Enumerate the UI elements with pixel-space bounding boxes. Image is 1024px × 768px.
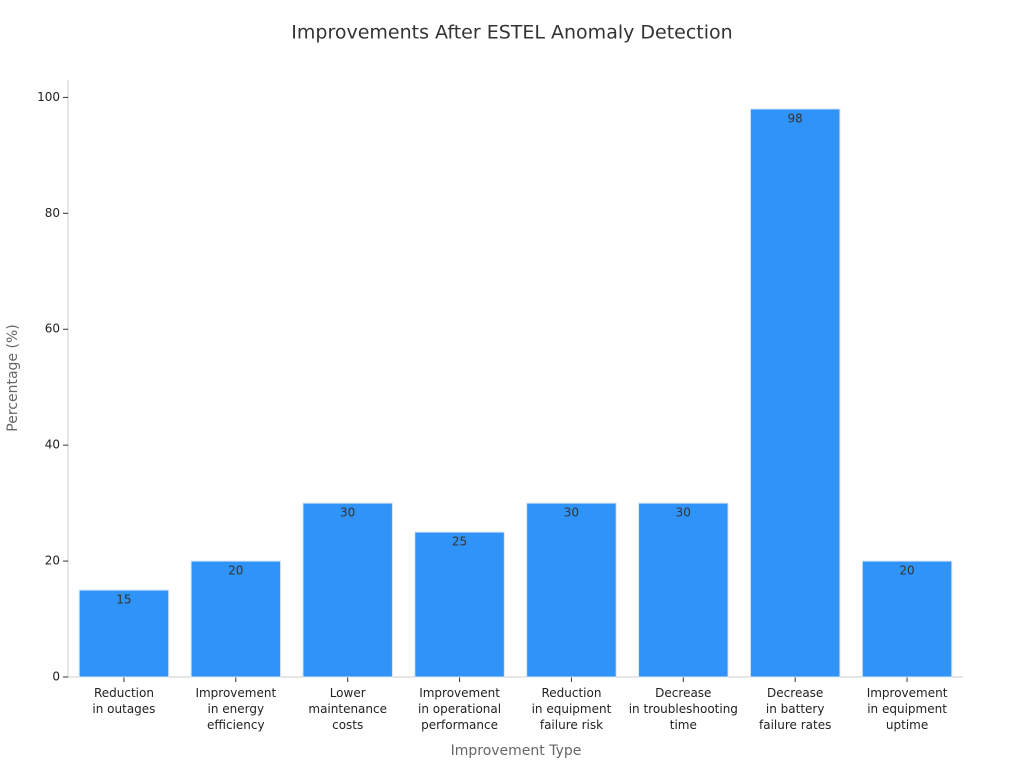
chart-title: Improvements After ESTEL Anomaly Detecti… [291,22,732,44]
bar [526,502,617,678]
x-tick-label: Lower maintenance costs [308,686,387,732]
bar [749,108,841,678]
x-tick-label: Decrease in battery failure rates [759,686,832,732]
x-tick-label: Improvement in operational performance [418,686,502,732]
value-label: 30 [340,506,355,520]
y-tick-label: 60 [45,322,60,336]
value-label: 30 [564,506,579,520]
x-tick-label: Decrease in troubleshooting time [628,686,738,732]
y-tick-label: 0 [52,670,60,684]
bar [302,502,393,678]
y-tick-label: 40 [45,438,60,452]
bar [78,589,170,678]
value-label: 20 [228,564,243,578]
x-axis-label: Improvement Type [451,743,582,759]
y-tick-label: 80 [45,206,60,220]
value-label: 30 [676,506,691,520]
bar [190,560,282,678]
value-label: 25 [452,535,467,549]
x-tick-label: Improvement in equipment uptime [866,686,948,732]
x-tick-label: Reduction in equipment failure risk [531,686,612,732]
bar [414,531,505,678]
value-label: 98 [788,111,803,125]
x-tick-label: Improvement in energy efficiency [195,686,277,732]
value-label: 20 [899,564,914,578]
y-tick-label: 20 [45,554,60,568]
bar [861,560,953,678]
value-label: 15 [116,593,131,607]
y-axis-label: Percentage (%) [5,324,21,431]
x-tick-label: Reduction in outages [92,686,156,716]
y-tick-label: 100 [37,90,60,104]
bar [638,502,729,678]
